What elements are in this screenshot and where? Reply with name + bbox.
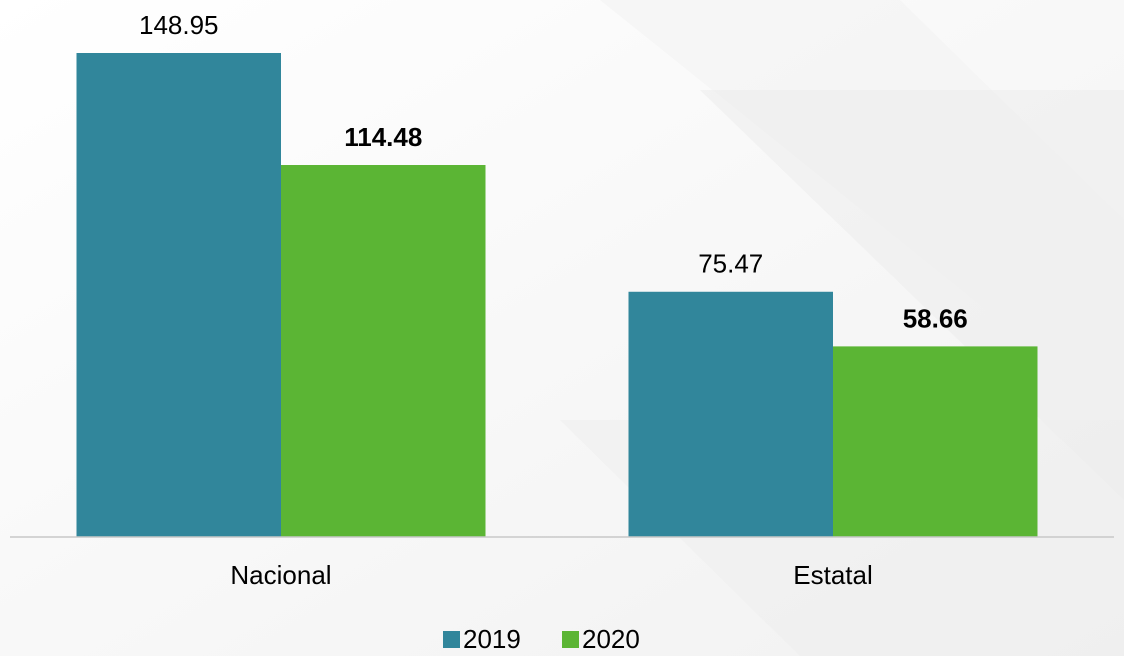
x-tick-label: Estatal: [793, 560, 873, 590]
legend-swatch: [443, 631, 460, 648]
legend-label: 2019: [463, 624, 521, 654]
data-label: 75.47: [698, 249, 763, 279]
plot: [76, 53, 1038, 537]
legend-swatch: [562, 631, 579, 648]
data-label: 114.48: [344, 122, 422, 152]
data-label: 58.66: [903, 303, 968, 333]
legend-label: 2020: [582, 624, 640, 654]
x-tick-label: Nacional: [230, 560, 331, 590]
data-label: 148.95: [139, 10, 219, 40]
bar: [628, 291, 833, 537]
bar: [281, 165, 486, 537]
bar: [76, 53, 281, 537]
bar: [833, 346, 1038, 537]
